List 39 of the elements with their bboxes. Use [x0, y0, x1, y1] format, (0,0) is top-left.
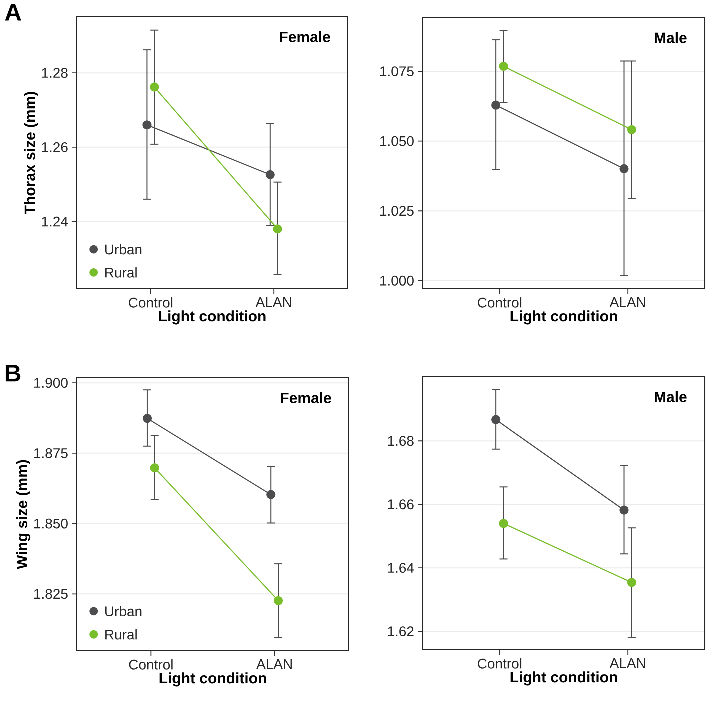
y-tick-label: 1.66: [388, 500, 414, 510]
y-tick-label: 1.68: [388, 436, 414, 446]
y-tick-label: 1.28: [42, 68, 68, 78]
x-axis-title: Light condition: [510, 310, 618, 325]
legend-label: Rural: [106, 268, 137, 278]
text: Female: [280, 31, 330, 42]
y-tick-label: 1.075: [380, 66, 414, 77]
y-tick-label: 1.050: [380, 136, 414, 146]
x-tick-label: ALAN: [256, 298, 292, 308]
legend-label: Urban: [105, 244, 142, 255]
x-tick-label: ALAN: [256, 660, 292, 670]
y-tick-label: 1.900: [34, 378, 68, 388]
x-tick-label: Control: [129, 660, 173, 670]
y-tick-label: 1.875: [34, 448, 68, 458]
x-tick-label: ALAN: [610, 658, 646, 668]
y-tick-label: 1.025: [380, 206, 414, 216]
y-axis-title: Thorax size (mm): [24, 92, 38, 214]
text: A: [5, 4, 22, 21]
x-tick-label: Control: [478, 298, 522, 308]
x-tick-label: ALAN: [610, 298, 646, 308]
x-axis-title: Light condition: [159, 310, 266, 325]
y-axis-title: Wing size (mm): [16, 460, 31, 570]
text: B: [6, 365, 21, 382]
y-tick-label: 1.64: [388, 563, 414, 574]
x-tick-label: Control: [129, 298, 173, 308]
x-axis-title: Light condition: [510, 672, 618, 686]
legend-label: Urban: [105, 606, 142, 617]
y-tick-label: 1.62: [388, 626, 414, 637]
text: Male: [655, 391, 687, 402]
text: Male: [655, 32, 687, 44]
legend-label: Rural: [106, 629, 137, 640]
y-tick-label: 1.000: [380, 276, 414, 286]
y-tick-label: 1.26: [42, 142, 68, 152]
y-tick-label: 1.850: [34, 518, 68, 529]
y-tick-label: 1.24: [42, 216, 68, 227]
y-tick-label: 1.825: [34, 589, 68, 600]
text: Female: [281, 392, 332, 404]
x-axis-title: Light condition: [160, 672, 266, 687]
x-tick-label: Control: [478, 658, 522, 669]
